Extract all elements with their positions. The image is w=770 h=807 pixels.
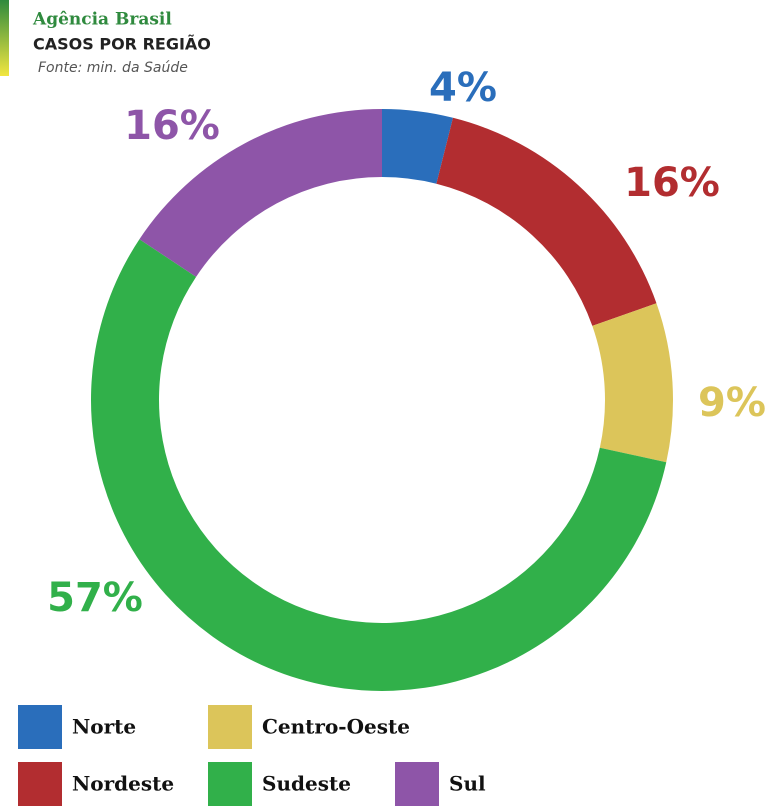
legend-label: Sul	[449, 772, 486, 796]
value-label: 4%	[429, 65, 497, 111]
legend-label: Nordeste	[72, 772, 174, 796]
brand-bar	[0, 0, 9, 76]
legend-swatch	[395, 762, 439, 806]
donut-segment	[592, 303, 673, 463]
legend-swatch	[18, 705, 62, 749]
donut-segment	[91, 239, 667, 692]
legend-swatch	[208, 762, 252, 806]
value-label: 16%	[624, 160, 720, 206]
source: Fonte: min. da Saúde	[38, 60, 188, 76]
legend-swatch	[208, 705, 252, 749]
donut-segment	[382, 109, 453, 184]
brand: Agência Brasil	[32, 10, 172, 30]
value-label: 16%	[124, 103, 220, 149]
legend-label: Norte	[72, 715, 136, 739]
donut-segment	[436, 117, 657, 326]
legend-label: Centro-Oeste	[262, 715, 410, 739]
chart-title: CASOS POR REGIÃO	[33, 35, 211, 54]
legend-label: Sudeste	[262, 772, 351, 796]
donut-segment	[139, 109, 382, 277]
value-label: 57%	[47, 575, 143, 621]
value-label: 9%	[698, 380, 766, 426]
legend-swatch	[18, 762, 62, 806]
